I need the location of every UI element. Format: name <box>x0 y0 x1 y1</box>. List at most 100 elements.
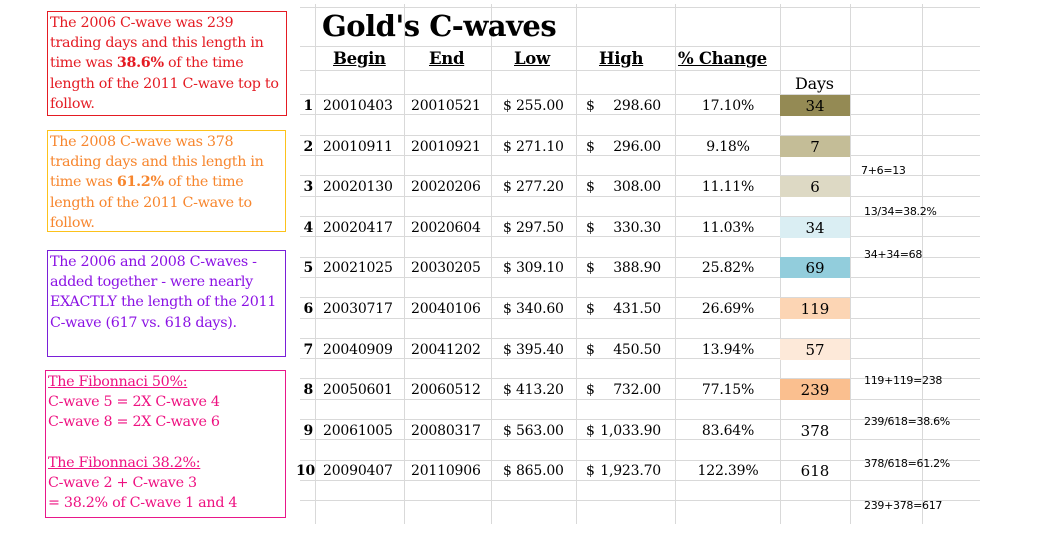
cell-high: 1,033.90 <box>600 422 661 439</box>
cell-high: 296.00 <box>613 138 661 155</box>
cell-high-currency: $ <box>586 138 595 155</box>
row-index: 10 <box>296 463 316 480</box>
note-text: of the time length of the 2011 C-wave to… <box>50 174 252 231</box>
cell-days: 34 <box>780 95 850 116</box>
fib-line: = 38.2% of C-wave 1 and 4 <box>48 495 238 512</box>
calculation-note: 239+378=617 <box>864 499 943 512</box>
cell-low: $ 271.10 <box>503 138 564 155</box>
cell-low: $ 277.20 <box>503 179 564 196</box>
note-combined-cwaves: The 2006 and 2008 C-waves - added togeth… <box>47 250 286 357</box>
calculation-note: 378/618=61.2% <box>864 457 950 470</box>
cell-low: $ 297.50 <box>503 219 564 236</box>
cell-end: 20020604 <box>411 219 481 236</box>
fib-50-heading: The Fibonnaci 50%: <box>48 374 188 390</box>
row-index: 7 <box>303 341 313 358</box>
cell-end: 20020206 <box>411 179 481 196</box>
cell-days: 6 <box>780 176 850 198</box>
header-days: Days <box>795 74 834 93</box>
cell-change: 77.15% <box>701 382 755 399</box>
row-index: 9 <box>303 422 313 439</box>
note-text: The 2006 C-wave was 239 trading days and… <box>50 15 264 72</box>
cell-change: 13.94% <box>701 341 755 358</box>
cell-high-currency: $ <box>586 260 595 277</box>
cell-high-currency: $ <box>586 179 595 196</box>
cell-low: $ 309.10 <box>503 260 564 277</box>
cell-end: 20080317 <box>411 422 481 439</box>
cell-high: 330.30 <box>613 219 661 236</box>
fib-382-heading: The Fibonnaci 38.2%: <box>48 454 201 471</box>
cell-days: 34 <box>780 216 850 238</box>
fib-line: C-wave 8 = 2X C-wave 6 <box>48 414 220 431</box>
cell-high: 308.00 <box>613 179 661 196</box>
cell-days: 7 <box>780 135 850 157</box>
cell-days: 239 <box>780 379 850 401</box>
cell-high-currency: $ <box>586 98 595 114</box>
cell-high-currency: $ <box>586 422 595 439</box>
row-index: 3 <box>303 179 313 196</box>
cell-high-currency: $ <box>586 341 595 358</box>
cell-change: 122.39% <box>697 463 759 480</box>
cell-low: $ 563.00 <box>503 422 564 439</box>
cell-begin: 20050601 <box>323 382 393 399</box>
cell-low: $ 395.40 <box>503 341 564 358</box>
cell-days: 57 <box>780 338 850 360</box>
calculation-note: 34+34=68 <box>864 248 923 261</box>
cell-begin: 20010911 <box>323 138 393 155</box>
fib-line: C-wave 5 = 2X C-wave 4 <box>48 394 220 411</box>
cell-high-currency: $ <box>586 219 595 236</box>
row-index: 6 <box>303 301 313 317</box>
calculation-note: 239/618=38.6% <box>864 415 950 428</box>
calculation-note: 119+119=238 <box>864 374 943 387</box>
header-change: % Change <box>678 49 767 68</box>
cell-high: 450.50 <box>613 341 661 358</box>
calculation-note: 7+6=13 <box>861 164 906 177</box>
cell-high: 388.90 <box>613 260 661 277</box>
note-highlight: 61.2% <box>116 174 164 191</box>
cell-end: 20040106 <box>411 301 481 317</box>
note-fibonacci: The Fibonnaci 50%: C-wave 5 = 2X C-wave … <box>45 370 286 518</box>
cell-change: 83.64% <box>701 422 755 439</box>
header-end: End <box>429 49 465 68</box>
calculation-note: 13/34=38.2% <box>864 205 937 218</box>
header-low: Low <box>514 49 550 68</box>
note-text: The 2006 and 2008 C-waves - added togeth… <box>50 254 277 331</box>
note-highlight: 38.6% <box>116 55 164 72</box>
cell-change: 17.10% <box>701 98 755 114</box>
cell-end: 20041202 <box>411 341 481 358</box>
row-index: 2 <box>303 138 313 155</box>
cell-low: $ 865.00 <box>503 463 564 480</box>
cell-begin: 20021025 <box>323 260 393 277</box>
cell-high: 431.50 <box>613 301 661 317</box>
cell-begin: 20020417 <box>323 219 393 236</box>
cell-begin: 20030717 <box>323 301 393 317</box>
cell-high: 298.60 <box>613 98 661 114</box>
cell-change: 25.82% <box>701 260 755 277</box>
cell-end: 20030205 <box>411 260 481 277</box>
header-begin: Begin <box>333 49 386 68</box>
cell-high-currency: $ <box>586 301 595 317</box>
sheet-title: Gold's C-waves <box>322 9 557 43</box>
row-index: 8 <box>303 382 313 399</box>
cell-days: 378 <box>800 421 830 440</box>
cell-begin: 20061005 <box>323 422 393 439</box>
cell-end: 20010921 <box>411 138 481 155</box>
note-text: The 2008 C-wave was 378 trading days and… <box>50 134 264 191</box>
cell-end: 20010521 <box>411 98 481 114</box>
row-index: 4 <box>303 219 313 236</box>
cell-high: 1,923.70 <box>600 463 661 480</box>
cell-high: 732.00 <box>613 382 661 399</box>
cell-end: 20060512 <box>411 382 481 399</box>
cell-change: 11.11% <box>701 179 755 196</box>
cell-high-currency: $ <box>586 463 595 480</box>
cell-low: $ 340.60 <box>503 301 564 317</box>
cell-high-currency: $ <box>586 382 595 399</box>
cell-low: $ 413.20 <box>503 382 564 399</box>
cell-begin: 20010403 <box>323 98 393 114</box>
row-index: 5 <box>303 260 313 277</box>
cell-end: 20110906 <box>411 463 481 480</box>
row-index: 1 <box>303 98 313 114</box>
cell-change: 9.18% <box>706 138 750 155</box>
cell-days: 69 <box>780 257 850 279</box>
header-high: High <box>599 49 644 68</box>
cell-change: 11.03% <box>701 219 755 236</box>
